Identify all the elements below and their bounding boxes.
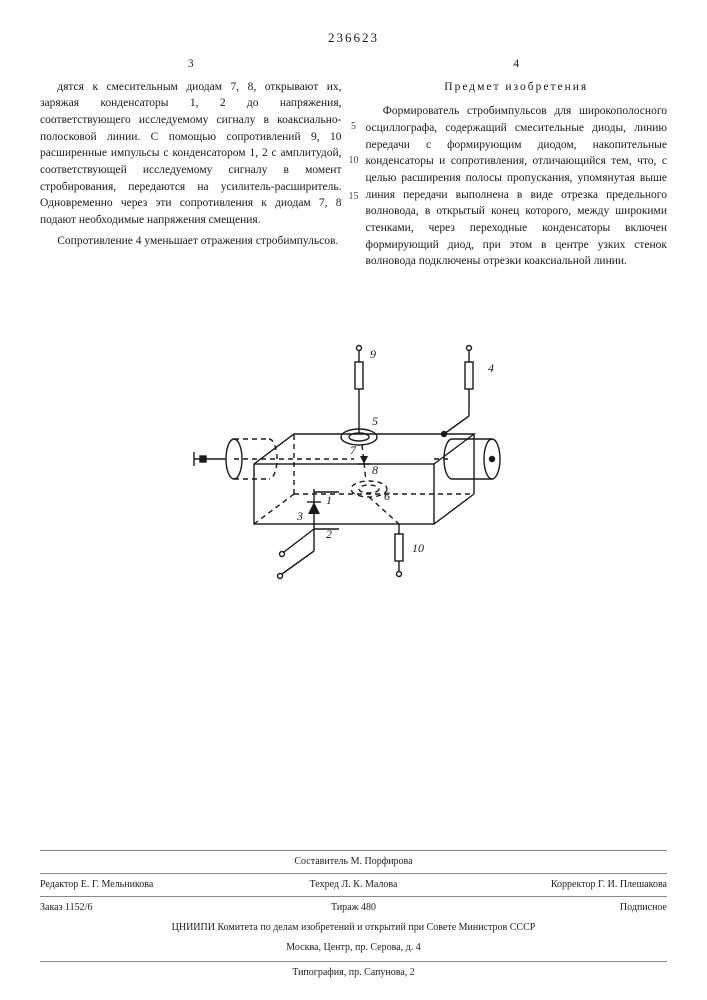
column-left-number: 3 <box>40 56 342 73</box>
line-marker-15: 15 <box>347 190 361 205</box>
fig-label-2: 2 <box>326 527 332 541</box>
footer-corrector: Корректор Г. И. Плешакова <box>458 878 667 892</box>
section-title: Предмет изобретения <box>366 79 668 96</box>
para-right-1: Формирователь стробимпульсов для широкоп… <box>366 103 668 270</box>
footer-tech-editor: Техред Л. К. Малова <box>249 878 458 892</box>
fig-label-10: 10 <box>412 541 424 555</box>
column-right: 4 Предмет изобретения Формирователь стро… <box>366 56 668 274</box>
fig-label-4: 4 <box>488 361 494 375</box>
figure-svg: 1 2 3 4 5 6 7 8 9 10 <box>174 334 534 594</box>
para-left-1: дятся к смесительным диодам 7, 8, открыв… <box>40 79 342 229</box>
footer-subscription: Подписное <box>458 901 667 915</box>
footer-compiler: Составитель М. Порфирова <box>40 850 667 869</box>
fig-label-6: 6 <box>384 489 390 503</box>
footer-address: Москва, Центр, пр. Серова, д. 4 <box>40 941 667 955</box>
footer-editor: Редактор Е. Г. Мельникова <box>40 878 249 892</box>
patent-number: 236623 <box>40 30 667 46</box>
footer-org: ЦНИИПИ Комитета по делам изобретений и о… <box>40 921 667 935</box>
fig-label-7: 7 <box>350 443 357 457</box>
para-left-2: Сопротивление 4 уменьшает отражения стро… <box>40 233 342 250</box>
footer-credits: Редактор Е. Г. Мельникова Техред Л. К. М… <box>40 873 667 892</box>
text-columns: 5 10 15 3 дятся к смесительным диодам 7,… <box>40 56 667 274</box>
column-right-number: 4 <box>366 56 668 73</box>
fig-label-8: 8 <box>372 463 378 477</box>
footer-typography: Типография, пр. Сапунова, 2 <box>40 961 667 980</box>
fig-label-9: 9 <box>370 347 376 361</box>
fig-label-1: 1 <box>326 493 332 507</box>
page: 236623 5 10 15 3 дятся к смесительным ди… <box>0 0 707 1000</box>
fig-label-5: 5 <box>372 414 378 428</box>
line-marker-10: 10 <box>347 154 361 169</box>
footer-circulation: Тираж 480 <box>249 901 458 915</box>
footer-order: Заказ 1152/6 <box>40 901 249 915</box>
fig-label-3: 3 <box>296 509 303 523</box>
column-left: 3 дятся к смесительным диодам 7, 8, откр… <box>40 56 342 274</box>
footer: Составитель М. Порфирова Редактор Е. Г. … <box>40 850 667 980</box>
footer-print: Заказ 1152/6 Тираж 480 Подписное <box>40 896 667 915</box>
figure: 1 2 3 4 5 6 7 8 9 10 <box>174 334 534 594</box>
line-marker-5: 5 <box>347 120 361 135</box>
